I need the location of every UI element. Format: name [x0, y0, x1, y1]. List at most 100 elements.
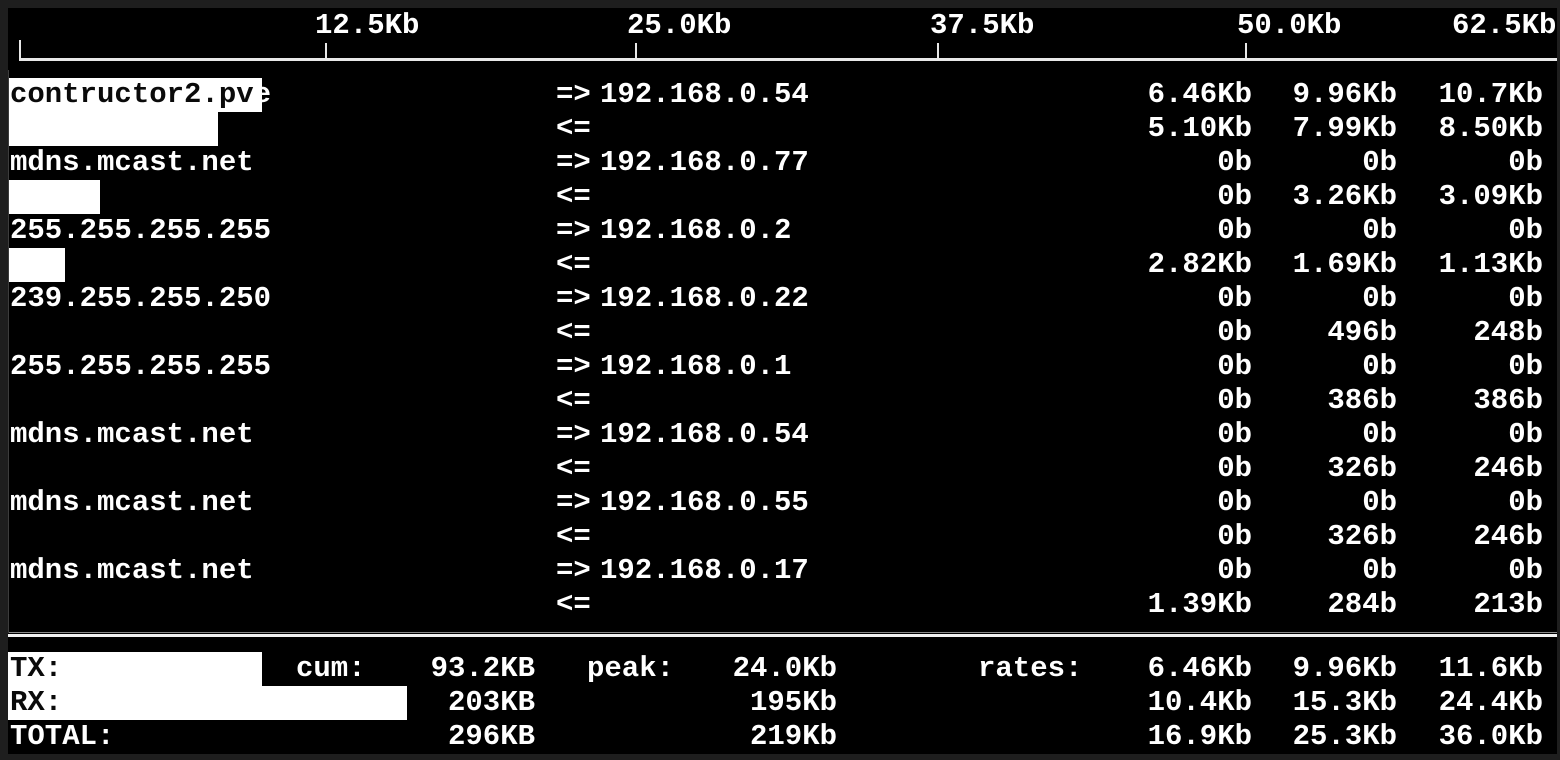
rx-direction-arrow: <=	[556, 520, 591, 553]
traffic-row-rx: <= 0b 326b 246b	[0, 520, 1560, 554]
tx-direction-arrow: =>	[556, 214, 591, 247]
redaction-box	[8, 686, 407, 720]
scale-axis-line	[19, 58, 1560, 61]
dest-host: 192.168.0.1	[600, 350, 792, 383]
traffic-row-tx: 255.255.255.255 => 192.168.0.1 0b 0b 0b	[0, 350, 1560, 384]
traffic-row-rx: <= 0b 326b 246b	[0, 452, 1560, 486]
rate-40s: 0b	[1508, 214, 1543, 247]
traffic-row-rx: <= 0b 386b 386b	[0, 384, 1560, 418]
tx-direction-arrow: =>	[556, 486, 591, 519]
traffic-row-rx: <= 5.10Kb 7.99Kb 8.50Kb	[0, 112, 1560, 146]
scale-label: 25.0Kb	[627, 9, 732, 42]
rate-2s: 0b	[1217, 452, 1252, 485]
rate-2s: 0b	[1217, 146, 1252, 179]
source-host: mdns.mcast.net	[10, 486, 254, 519]
tx-direction-arrow: =>	[556, 282, 591, 315]
tx-cum-value: 93.2KB	[430, 652, 535, 685]
peak-label: peak:	[587, 652, 675, 685]
rate-2s: 2.82Kb	[1147, 248, 1252, 281]
rate-40s: 246b	[1473, 520, 1543, 553]
scale-label: 12.5Kb	[315, 9, 420, 42]
redaction-box	[8, 248, 65, 282]
dest-host: 192.168.0.17	[600, 554, 809, 587]
rate-10s: 386b	[1327, 384, 1397, 417]
rate-40s: 0b	[1508, 486, 1543, 519]
summary-footer: TX: cum: 93.2KB peak: 24.0Kb rates: 6.46…	[0, 652, 1560, 754]
scale-label: 50.0Kb	[1237, 9, 1342, 42]
tx-rate-2s: 6.46Kb	[1147, 652, 1252, 685]
cum-label: cum:	[296, 652, 366, 685]
rate-2s: 0b	[1217, 282, 1252, 315]
redaction-box	[8, 180, 100, 214]
rate-2s: 0b	[1217, 384, 1252, 417]
traffic-row-rx: <= 0b 3.26Kb 3.09Kb	[0, 180, 1560, 214]
rx-direction-arrow: <=	[556, 384, 591, 417]
rx-direction-arrow: <=	[556, 180, 591, 213]
traffic-row-rx: <= 2.82Kb 1.69Kb 1.13Kb	[0, 248, 1560, 282]
total-cum-value: 296KB	[447, 720, 535, 753]
window-edge	[0, 754, 1560, 760]
traffic-row-rx: <= 1.39Kb 284b 213b	[0, 588, 1560, 622]
rate-40s: 0b	[1508, 282, 1543, 315]
rx-rate-10s: 15.3Kb	[1292, 686, 1397, 719]
rate-40s: 0b	[1508, 350, 1543, 383]
traffic-table: contructor2.pve => 192.168.0.54 6.46Kb 9…	[0, 78, 1560, 622]
source-host: 239.255.255.250	[10, 282, 272, 315]
traffic-row-tx: mdns.mcast.net => 192.168.0.55 0b 0b 0b	[0, 486, 1560, 520]
rate-10s: 496b	[1327, 316, 1397, 349]
dest-host: 192.168.0.77	[600, 146, 809, 179]
tx-label: TX:	[10, 652, 63, 685]
tx-peak-value: 24.0Kb	[732, 652, 837, 685]
rate-40s: 10.7Kb	[1438, 78, 1543, 111]
scale-origin-tick	[19, 40, 21, 60]
rate-2s: 0b	[1217, 418, 1252, 451]
rate-2s: 6.46Kb	[1147, 78, 1252, 111]
summary-row-total: TOTAL: 296KB 219Kb 16.9Kb 25.3Kb 36.0Kb	[0, 720, 1560, 754]
rate-10s: 284b	[1327, 588, 1397, 621]
scale-tick	[1245, 43, 1247, 59]
tx-direction-arrow: =>	[556, 78, 591, 111]
scale-tick	[325, 43, 327, 59]
redaction-box	[8, 112, 218, 146]
dest-host: 192.168.0.2	[600, 214, 792, 247]
summary-row-tx: TX: cum: 93.2KB peak: 24.0Kb rates: 6.46…	[0, 652, 1560, 686]
dest-host: 192.168.0.54	[600, 78, 809, 111]
rate-2s: 0b	[1217, 486, 1252, 519]
total-rate-10s: 25.3Kb	[1292, 720, 1397, 753]
rate-10s: 0b	[1362, 418, 1397, 451]
rate-40s: 0b	[1508, 418, 1543, 451]
rate-10s: 0b	[1362, 282, 1397, 315]
rate-2s: 0b	[1217, 316, 1252, 349]
redaction-box	[8, 78, 262, 112]
rate-10s: 0b	[1362, 554, 1397, 587]
rx-rate-40s: 24.4Kb	[1438, 686, 1543, 719]
traffic-row-tx: mdns.mcast.net => 192.168.0.54 0b 0b 0b	[0, 418, 1560, 452]
rate-40s: 3.09Kb	[1438, 180, 1543, 213]
rate-10s: 0b	[1362, 146, 1397, 179]
rate-10s: 9.96Kb	[1292, 78, 1397, 111]
rate-40s: 386b	[1473, 384, 1543, 417]
terminal-body-border	[8, 70, 9, 633]
window-edge	[1557, 0, 1560, 760]
source-host: contructor2.pve	[10, 78, 271, 112]
scale-tick	[635, 43, 637, 59]
rate-2s: 0b	[1217, 214, 1252, 247]
rx-peak-value: 195Kb	[749, 686, 837, 719]
rate-2s: 0b	[1217, 350, 1252, 383]
rate-2s: 0b	[1217, 520, 1252, 553]
traffic-row-tx: 255.255.255.255 => 192.168.0.2 0b 0b 0b	[0, 214, 1560, 248]
source-host: 255.255.255.255	[10, 214, 272, 247]
scale-tick	[937, 43, 939, 59]
source-host-visible: e	[253, 78, 272, 111]
total-label: TOTAL:	[10, 720, 115, 753]
rate-10s: 7.99Kb	[1292, 112, 1397, 145]
rx-cum-value: 203KB	[447, 686, 535, 719]
total-rate-2s: 16.9Kb	[1147, 720, 1252, 753]
rate-10s: 0b	[1362, 486, 1397, 519]
rate-40s: 248b	[1473, 316, 1543, 349]
rate-2s: 1.39Kb	[1147, 588, 1252, 621]
source-host: 255.255.255.255	[10, 350, 272, 383]
tx-rate-10s: 9.96Kb	[1292, 652, 1397, 685]
window-edge	[0, 0, 8, 760]
